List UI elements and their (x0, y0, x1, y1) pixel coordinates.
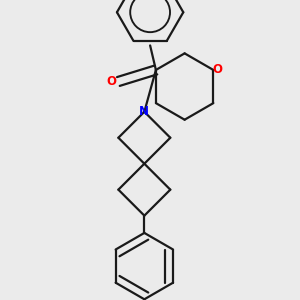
Text: N: N (139, 105, 149, 118)
Text: O: O (106, 75, 116, 88)
Text: O: O (213, 64, 223, 76)
